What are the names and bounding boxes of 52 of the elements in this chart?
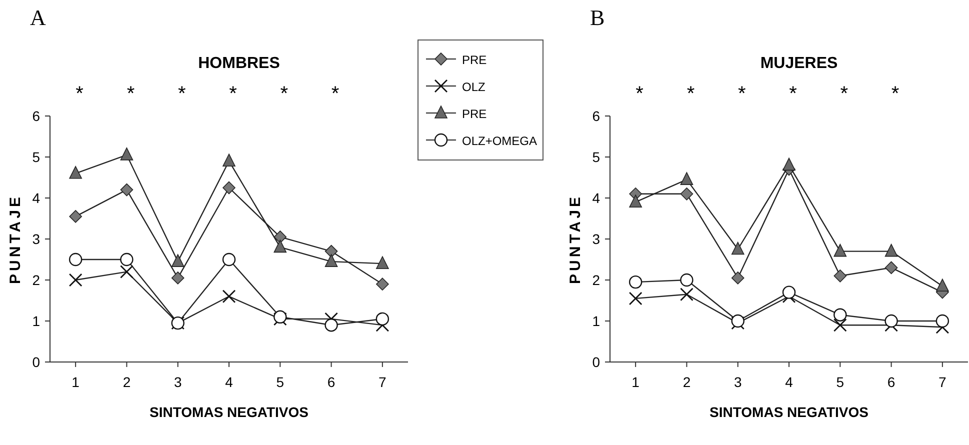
x-tick-label: 2 [122, 374, 131, 390]
y-tick-label: 1 [32, 313, 40, 329]
x-tick-label: 7 [378, 374, 387, 390]
y-tick-label: 3 [592, 231, 600, 247]
y-tick-label: 5 [32, 149, 40, 165]
y-axis-title: PUNTAJE [7, 194, 24, 284]
chart-title: MUJERES [760, 55, 838, 72]
text: * [229, 83, 238, 105]
y-tick-label: 2 [32, 272, 40, 288]
x-tick-label: 1 [72, 374, 80, 390]
text: A [30, 5, 46, 30]
text: B [590, 5, 605, 30]
y-tick-label: 4 [32, 190, 40, 206]
chart-title: HOMBRES [198, 55, 280, 72]
text: * [178, 83, 186, 105]
y-tick-label: 6 [592, 108, 600, 124]
x-tick-label: 5 [836, 374, 844, 390]
x-tick-label: 6 [887, 374, 896, 390]
legend-label: OLZ+OMEGA [462, 134, 538, 148]
text: * [738, 83, 746, 105]
y-tick-label: 2 [592, 272, 600, 288]
text: * [686, 83, 695, 105]
x-tick-label: 5 [276, 374, 284, 390]
text: * [789, 83, 798, 105]
y-tick-label: 3 [32, 231, 40, 247]
text: * [126, 83, 135, 105]
y-tick-label: 0 [32, 354, 40, 370]
text: * [76, 83, 84, 105]
y-axis-title: PUNTAJE [567, 194, 584, 284]
text: * [636, 83, 644, 105]
y-tick-label: 0 [592, 354, 600, 370]
x-axis-title: SINTOMAS NEGATIVOS [150, 404, 308, 420]
x-tick-label: 1 [632, 374, 640, 390]
x-tick-label: 3 [734, 374, 742, 390]
x-tick-label: 3 [174, 374, 182, 390]
y-tick-label: 1 [592, 313, 600, 329]
x-tick-label: 4 [225, 374, 234, 390]
legend-label: PRE [462, 53, 487, 67]
x-axis-title: SINTOMAS NEGATIVOS [710, 404, 868, 420]
text: * [840, 83, 848, 105]
x-tick-label: 7 [938, 374, 947, 390]
x-tick-label: 4 [785, 374, 794, 390]
x-tick-label: 2 [682, 374, 691, 390]
text: * [331, 83, 340, 105]
text: * [891, 83, 900, 105]
y-tick-label: 6 [32, 108, 40, 124]
y-tick-label: 5 [592, 149, 600, 165]
legend-label: PRE [462, 107, 487, 121]
text: * [280, 83, 288, 105]
y-tick-label: 4 [592, 190, 600, 206]
x-tick-label: 6 [327, 374, 336, 390]
legend-label: OLZ [462, 80, 486, 94]
